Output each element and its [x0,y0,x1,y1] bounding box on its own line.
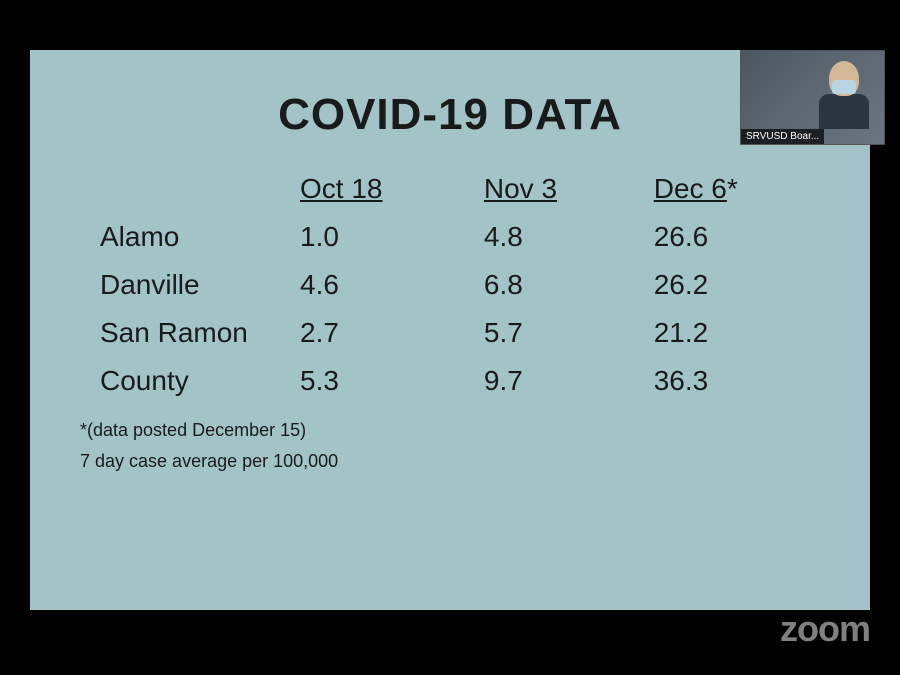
cell: 6.8 [464,261,634,309]
covid-data-table: Oct 18 Nov 3 Dec 6 Alamo 1.0 4.8 26.6 Da… [80,165,820,405]
header-blank [80,165,280,213]
participant-name-label: SRVUSD Boar... [741,129,824,144]
participant-video-tile[interactable]: SRVUSD Boar... [740,50,885,145]
row-label-sanramon: San Ramon [80,309,280,357]
cell: 36.3 [634,357,820,405]
cell: 21.2 [634,309,820,357]
participant-body [819,94,869,129]
cell: 26.6 [634,213,820,261]
cell: 26.2 [634,261,820,309]
participant-head [829,61,859,96]
footnote-description: 7 day case average per 100,000 [80,451,820,472]
bottom-black-bar [0,650,900,675]
header-oct18: Oct 18 [280,165,464,213]
top-black-bar [0,0,900,35]
row-label-danville: Danville [80,261,280,309]
cell: 5.3 [280,357,464,405]
row-label-county: County [80,357,280,405]
row-label-alamo: Alamo [80,213,280,261]
cell: 1.0 [280,213,464,261]
table-row: Alamo 1.0 4.8 26.6 [80,213,820,261]
cell: 4.8 [464,213,634,261]
slide-title: COVID-19 DATA [80,90,820,140]
cell: 4.6 [280,261,464,309]
participant-figure-icon [814,61,874,131]
table-row: County 5.3 9.7 36.3 [80,357,820,405]
zoom-watermark: zoom [780,608,870,650]
participant-mask-icon [832,80,856,94]
cell: 9.7 [464,357,634,405]
table-row: San Ramon 2.7 5.7 21.2 [80,309,820,357]
table-row: Danville 4.6 6.8 26.2 [80,261,820,309]
table-header-row: Oct 18 Nov 3 Dec 6 [80,165,820,213]
header-dec6: Dec 6 [634,165,820,213]
footnote-asterisk: *(data posted December 15) [80,420,820,441]
header-nov3: Nov 3 [464,165,634,213]
cell: 5.7 [464,309,634,357]
participant-video-content: SRVUSD Boar... [741,51,884,144]
cell: 2.7 [280,309,464,357]
